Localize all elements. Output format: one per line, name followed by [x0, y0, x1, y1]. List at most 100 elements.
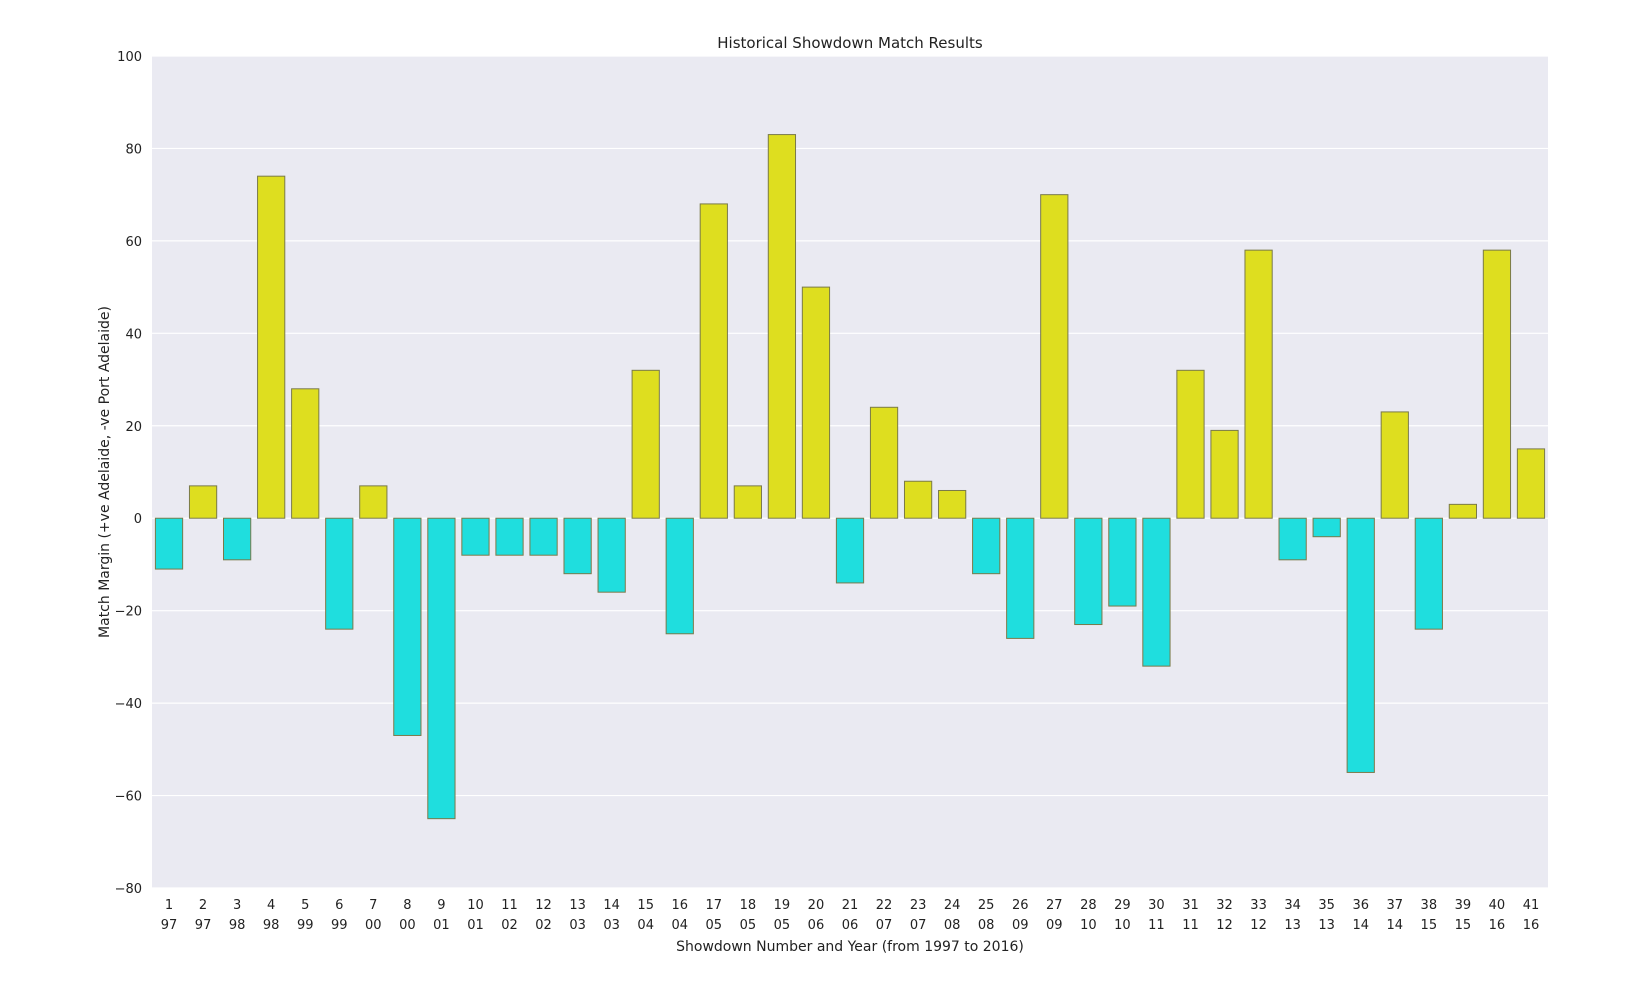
- x-tick-number: 20: [808, 898, 825, 913]
- x-tick-number: 41: [1523, 898, 1540, 913]
- bar: [188, 485, 218, 519]
- x-tick-number: 23: [910, 898, 927, 913]
- bar: [1176, 369, 1205, 519]
- x-tick-year: 09: [1046, 918, 1063, 933]
- x-tick-year: 11: [1148, 918, 1165, 933]
- x-tick-year: 98: [229, 918, 246, 933]
- x-tick-year: 02: [501, 918, 518, 933]
- x-tick-number: 17: [706, 898, 723, 913]
- x-tick-number: 26: [1012, 898, 1029, 913]
- x-tick-number: 38: [1421, 898, 1438, 913]
- x-tick-number: 10: [467, 898, 484, 913]
- y-tick-label: −40: [115, 697, 142, 712]
- bar: [427, 517, 456, 820]
- x-tick-year: 12: [1216, 918, 1233, 933]
- x-tick-year: 13: [1284, 918, 1301, 933]
- bar: [1006, 517, 1035, 639]
- x-tick-year: 01: [467, 918, 484, 933]
- x-tick-year: 16: [1489, 918, 1506, 933]
- bar: [835, 517, 865, 584]
- x-tick-year: 13: [1318, 918, 1335, 933]
- x-tick-number: 13: [569, 898, 586, 913]
- bar: [1414, 517, 1443, 630]
- x-tick-number: 34: [1284, 898, 1301, 913]
- y-tick-label: 60: [125, 235, 142, 250]
- bar: [257, 175, 286, 519]
- bar: [1210, 429, 1239, 519]
- x-tick-year: 05: [774, 918, 791, 933]
- x-tick-year: 98: [263, 918, 280, 933]
- bar: [597, 517, 626, 593]
- x-tick-year: 09: [1012, 918, 1029, 933]
- y-tick-label: 0: [134, 512, 142, 527]
- x-tick-year: 12: [1250, 918, 1267, 933]
- x-tick-number: 35: [1318, 898, 1335, 913]
- y-tick-label: −20: [115, 605, 142, 620]
- bar: [699, 203, 728, 519]
- x-tick-year: 01: [433, 918, 450, 933]
- x-tick-number: 36: [1352, 898, 1369, 913]
- y-tick-label: 80: [125, 142, 142, 157]
- x-tick-number: 32: [1216, 898, 1233, 913]
- bar: [325, 517, 354, 630]
- x-tick-year: 10: [1080, 918, 1097, 933]
- x-tick-number: 14: [603, 898, 620, 913]
- x-tick-year: 14: [1352, 918, 1369, 933]
- bar: [1516, 448, 1546, 519]
- x-tick-number: 1: [165, 898, 173, 913]
- x-tick-year: 99: [297, 918, 314, 933]
- bar: [291, 388, 320, 519]
- x-tick-number: 39: [1455, 898, 1472, 913]
- x-axis-ticks: 1 97 2 97 3 98 4 98 5 99 6 99 7 00 8 00 9 01 10 01 11 02 12 02 1…: [161, 898, 1539, 933]
- bar: [767, 134, 797, 519]
- bar: [1346, 517, 1375, 773]
- x-tick-number: 40: [1489, 898, 1506, 913]
- bar: [1108, 517, 1137, 607]
- x-tick-number: 22: [876, 898, 893, 913]
- y-axis-ticks: −80 −60 −40 −20 0 20 40 60 80 100: [115, 50, 142, 897]
- x-tick-year: 08: [944, 918, 961, 933]
- plot-area: [152, 56, 1548, 888]
- bar: [1278, 517, 1307, 561]
- x-tick-year: 03: [603, 918, 620, 933]
- x-tick-year: 02: [535, 918, 552, 933]
- x-tick-number: 31: [1182, 898, 1199, 913]
- y-tick-label: 100: [117, 50, 142, 65]
- bar: [665, 517, 694, 635]
- y-tick-label: −80: [115, 882, 142, 897]
- x-tick-year: 04: [671, 918, 688, 933]
- x-tick-number: 25: [978, 898, 995, 913]
- x-tick-year: 00: [365, 918, 382, 933]
- x-tick-number: 2: [199, 898, 207, 913]
- x-tick-number: 37: [1387, 898, 1404, 913]
- x-tick-number: 15: [637, 898, 654, 913]
- x-tick-number: 4: [267, 898, 275, 913]
- bar: [1380, 411, 1409, 519]
- bar: [393, 517, 422, 736]
- y-tick-label: 40: [125, 327, 142, 342]
- x-tick-year: 16: [1523, 918, 1540, 933]
- bar: [1482, 249, 1512, 519]
- x-tick-year: 97: [161, 918, 178, 933]
- y-axis-label: Match Margin (+ve Adelaide, -ve Port Ade…: [97, 306, 113, 638]
- x-tick-number: 24: [944, 898, 961, 913]
- x-tick-year: 14: [1387, 918, 1404, 933]
- x-tick-number: 18: [740, 898, 757, 913]
- bar: [223, 517, 252, 561]
- x-tick-year: 04: [637, 918, 654, 933]
- bar: [359, 485, 388, 519]
- bar: [938, 489, 967, 519]
- x-tick-number: 21: [842, 898, 859, 913]
- x-tick-year: 15: [1455, 918, 1472, 933]
- x-tick-number: 28: [1080, 898, 1097, 913]
- x-tick-number: 9: [437, 898, 445, 913]
- x-axis-label: Showdown Number and Year (from 1997 to 2…: [676, 939, 1024, 955]
- bar: [529, 517, 558, 556]
- x-tick-year: 97: [195, 918, 212, 933]
- bar: [869, 406, 899, 519]
- bar: [461, 517, 490, 556]
- x-tick-number: 19: [774, 898, 791, 913]
- bar: [733, 485, 762, 519]
- x-tick-number: 27: [1046, 898, 1063, 913]
